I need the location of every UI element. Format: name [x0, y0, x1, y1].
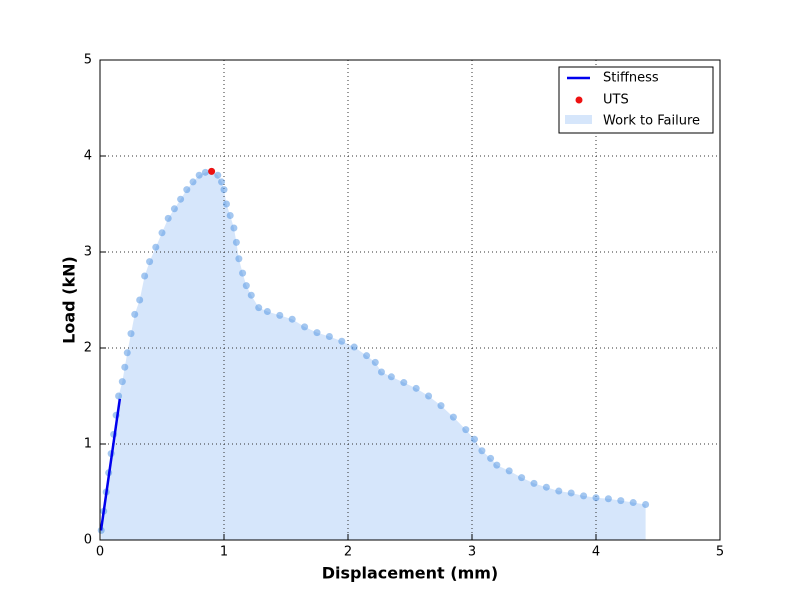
y-tick-label: 5 [84, 53, 92, 68]
data-point [313, 329, 321, 337]
y-tick-label: 0 [84, 533, 92, 548]
data-point [567, 489, 575, 497]
uts-point [208, 167, 216, 175]
legend-swatch [565, 115, 592, 124]
data-point [121, 363, 129, 371]
data-point [377, 368, 385, 376]
data-point [242, 282, 250, 290]
legend-label: Work to Failure [603, 114, 700, 129]
data-point [218, 178, 226, 186]
x-tick-label: 5 [716, 545, 724, 560]
legend-label: Stiffness [603, 71, 659, 86]
x-axis-label: Displacement (mm) [322, 564, 498, 583]
data-point [400, 379, 408, 387]
data-point [239, 269, 247, 277]
y-tick-label: 3 [84, 245, 92, 260]
data-point [555, 487, 563, 495]
data-point [425, 392, 433, 400]
data-point [301, 323, 309, 331]
data-point [363, 352, 371, 360]
legend-label: UTS [603, 93, 629, 108]
data-point [232, 238, 240, 246]
x-tick-label: 2 [344, 545, 352, 560]
data-point [146, 258, 154, 266]
data-point [437, 402, 445, 410]
data-point [131, 310, 139, 318]
data-point [177, 195, 185, 203]
data-point [288, 315, 296, 323]
data-point [350, 343, 358, 351]
x-tick-label: 4 [592, 545, 600, 560]
data-point [247, 291, 255, 299]
data-point [235, 255, 243, 263]
data-point [530, 479, 538, 487]
data-point [542, 483, 550, 491]
legend-swatch [575, 96, 583, 104]
data-point [325, 332, 333, 340]
data-point [136, 296, 144, 304]
data-point [276, 311, 284, 319]
data-point [183, 186, 191, 194]
data-point [412, 384, 420, 392]
work-area [101, 171, 646, 541]
data-point [462, 426, 470, 434]
data-point [222, 200, 230, 208]
x-tick-label: 3 [468, 545, 476, 560]
data-point [518, 474, 526, 482]
y-tick-label: 1 [84, 437, 92, 452]
data-point [580, 492, 588, 500]
data-point [118, 378, 126, 386]
plot-frame [99, 59, 721, 541]
y-tick-label: 4 [84, 149, 92, 164]
data-point [449, 413, 457, 421]
data-point [371, 358, 379, 366]
data-point [220, 186, 228, 194]
data-point [592, 494, 600, 502]
data-point [604, 495, 612, 503]
y-axis-label: Load (kN) [60, 256, 79, 344]
y-tick-label: 2 [84, 341, 92, 356]
data-point [629, 499, 637, 507]
data-point [493, 461, 501, 469]
data-point [214, 171, 222, 179]
data-point [387, 373, 395, 381]
data-point [189, 178, 197, 186]
data-point [338, 337, 346, 345]
x-tick-label: 0 [96, 545, 104, 560]
data-point [642, 500, 650, 508]
data-point [158, 229, 166, 237]
data-point [230, 224, 238, 232]
data-point [617, 497, 625, 505]
x-tick-label: 1 [220, 545, 228, 560]
data-point [123, 349, 131, 357]
data-point [263, 308, 271, 316]
data-point [201, 168, 209, 176]
data-point [487, 454, 495, 462]
data-point [505, 467, 513, 475]
data-point [478, 447, 486, 455]
data-point [127, 330, 135, 338]
data-point [141, 272, 149, 280]
data-point [255, 304, 263, 312]
data-point [170, 205, 178, 213]
data-point [226, 212, 234, 220]
data-point [152, 243, 160, 251]
stiffness-line [99, 398, 122, 531]
data-point [164, 214, 172, 222]
data-point [115, 392, 123, 400]
data-point [195, 171, 203, 179]
data-point [470, 435, 478, 443]
